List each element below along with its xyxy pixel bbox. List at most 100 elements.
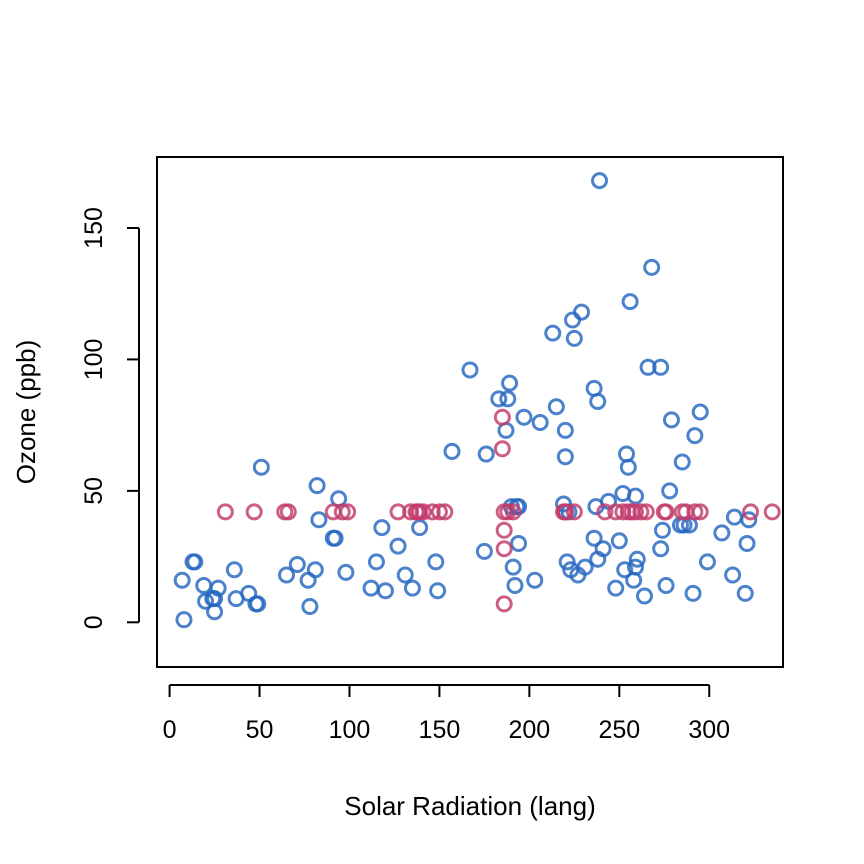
data-point — [738, 534, 756, 552]
data-point — [589, 392, 607, 410]
data-point — [436, 503, 454, 521]
data-point — [616, 561, 634, 579]
data-point — [414, 503, 432, 521]
data-point — [657, 503, 675, 521]
data-point — [495, 521, 513, 539]
data-point — [493, 408, 511, 426]
data-point — [306, 561, 324, 579]
data-point — [657, 577, 675, 595]
data-point — [556, 503, 574, 521]
data-point — [607, 579, 625, 597]
data-point — [736, 584, 754, 602]
data-point — [477, 445, 495, 463]
data-point — [504, 503, 522, 521]
data-point — [652, 358, 670, 376]
data-point — [653, 521, 671, 539]
y-tick-label: 0 — [80, 615, 108, 629]
data-point — [373, 519, 391, 537]
data-point — [493, 440, 511, 458]
data-point — [628, 550, 646, 568]
data-point — [626, 487, 644, 505]
data-point — [591, 172, 609, 190]
data-point — [443, 442, 461, 460]
x-axis-label: Solar Radiation (lang) — [344, 791, 595, 821]
x-tick-label: 300 — [688, 716, 730, 744]
data-point — [686, 503, 704, 521]
data-point — [389, 537, 407, 555]
data-point — [652, 540, 670, 558]
data-point — [475, 542, 493, 560]
data-point — [252, 458, 270, 476]
data-point — [175, 611, 193, 629]
data-point — [724, 566, 742, 584]
data-point — [495, 540, 513, 558]
data-point — [643, 258, 661, 276]
data-point — [596, 503, 614, 521]
data-point — [337, 563, 355, 581]
data-point — [594, 540, 612, 558]
data-point — [526, 571, 544, 589]
data-point — [661, 482, 679, 500]
data-point — [430, 503, 448, 521]
data-points — [173, 172, 781, 629]
data-point — [249, 595, 267, 613]
data-point — [742, 503, 760, 521]
data-point — [515, 408, 533, 426]
data-point — [501, 374, 519, 392]
data-point — [558, 553, 576, 571]
x-tick-label: 100 — [329, 716, 371, 744]
data-point — [339, 503, 357, 521]
data-point — [333, 503, 351, 521]
data-point — [686, 427, 704, 445]
data-point — [673, 453, 691, 471]
data-point — [684, 584, 702, 602]
x-tick-label: 50 — [246, 716, 274, 744]
data-point — [635, 587, 653, 605]
data-point — [740, 511, 758, 529]
data-point — [367, 553, 385, 571]
y-tick-label: 150 — [80, 207, 108, 249]
data-point — [662, 411, 680, 429]
data-point — [619, 458, 637, 476]
x-tick-label: 200 — [509, 716, 551, 744]
data-point — [585, 529, 603, 547]
data-point — [610, 532, 628, 550]
y-axis: 0 50 100 150 — [80, 207, 140, 629]
x-tick-label: 150 — [419, 716, 461, 744]
data-point — [547, 398, 565, 416]
data-point — [556, 421, 574, 439]
data-point — [173, 571, 191, 589]
x-tick-label: 0 — [163, 716, 177, 744]
x-axis: 0 50 100 150 200 250 300 — [163, 684, 730, 744]
data-point — [186, 553, 204, 571]
data-point — [216, 503, 234, 521]
data-point — [396, 566, 414, 584]
data-point — [245, 503, 263, 521]
data-point — [573, 303, 591, 321]
data-point — [206, 590, 224, 608]
data-point — [403, 579, 421, 597]
data-point — [301, 598, 319, 616]
data-point — [763, 503, 781, 521]
data-point — [310, 511, 328, 529]
x-tick-label: 250 — [598, 716, 640, 744]
plot-frame — [156, 156, 784, 668]
data-point — [713, 524, 731, 542]
data-point — [278, 566, 296, 584]
data-point — [565, 503, 583, 521]
data-point — [499, 390, 517, 408]
data-point — [326, 529, 344, 547]
data-point — [510, 534, 528, 552]
data-point — [429, 582, 447, 600]
data-point — [637, 503, 655, 521]
data-point — [225, 561, 243, 579]
data-point — [504, 558, 522, 576]
data-point — [632, 503, 650, 521]
data-point — [544, 324, 562, 342]
data-point — [531, 414, 549, 432]
y-tick-label: 50 — [80, 477, 108, 505]
data-point — [698, 553, 716, 571]
data-point — [495, 595, 513, 613]
